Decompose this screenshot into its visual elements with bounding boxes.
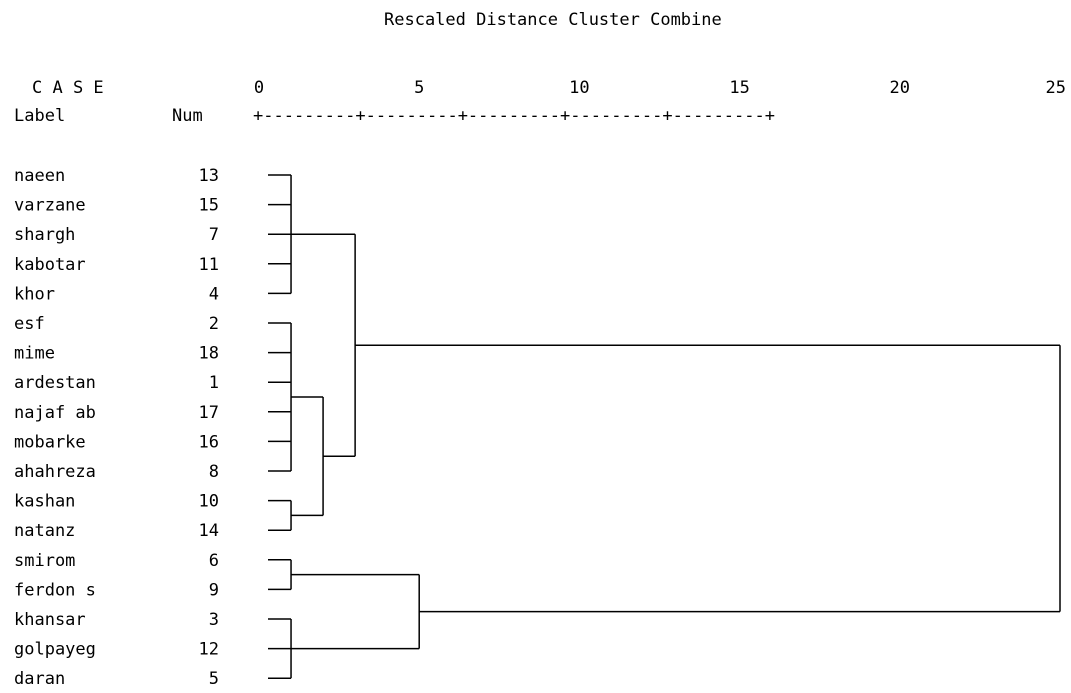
case-number: 3 <box>209 610 219 630</box>
case-label: esf <box>14 314 45 334</box>
case-number: 6 <box>209 551 219 571</box>
case-label: daran <box>14 669 65 689</box>
scale-tick-label: 20 <box>890 78 910 98</box>
case-label: khansar <box>14 610 86 630</box>
scale-ruler: +---------+---------+---------+---------… <box>253 106 775 126</box>
case-number: 9 <box>209 580 219 600</box>
case-label: golpayeg <box>14 640 96 660</box>
distance-scale: 0 5 10 15 20 25 <box>254 78 1066 98</box>
case-number: 8 <box>209 462 219 482</box>
case-number: 15 <box>199 196 219 216</box>
label-column-header: Label <box>14 106 65 126</box>
scale-tick-label: 10 <box>569 78 589 98</box>
case-label: smirom <box>14 551 75 571</box>
case-label: kabotar <box>14 255 86 275</box>
scale-tick-label: 15 <box>729 78 749 98</box>
case-label: kashan <box>14 492 75 512</box>
case-header: C A S E <box>32 78 104 98</box>
case-number: 11 <box>199 255 219 275</box>
case-number: 10 <box>199 492 219 512</box>
case-label: naeen <box>14 166 65 186</box>
dendrogram-title: Rescaled Distance Cluster Combine <box>384 10 722 30</box>
case-number: 1 <box>209 373 219 393</box>
case-number: 2 <box>209 314 219 334</box>
num-column-header: Num <box>172 106 203 126</box>
case-label: ahahreza <box>14 462 96 482</box>
case-label: khor <box>14 284 55 304</box>
case-number: 13 <box>199 166 219 186</box>
case-number: 5 <box>209 669 219 689</box>
case-label: varzane <box>14 196 86 216</box>
case-number: 14 <box>199 521 219 541</box>
case-number: 4 <box>209 284 219 304</box>
scale-tick-label: 5 <box>414 78 424 98</box>
case-label: natanz <box>14 521 75 541</box>
scale-tick-label: 25 <box>1046 78 1066 98</box>
case-number: 16 <box>199 432 219 452</box>
case-number: 12 <box>199 640 219 660</box>
case-number: 18 <box>199 344 219 364</box>
case-label: najaf ab <box>14 403 96 423</box>
case-label: ardestan <box>14 373 96 393</box>
dendrogram-tree <box>268 174 1061 679</box>
case-label: ferdon s <box>14 580 96 600</box>
case-label: mobarke <box>14 432 86 452</box>
case-number: 7 <box>209 225 219 245</box>
case-label: shargh <box>14 225 75 245</box>
scale-tick-label: 0 <box>254 78 264 98</box>
case-number: 17 <box>199 403 219 423</box>
case-label: mime <box>14 344 55 364</box>
